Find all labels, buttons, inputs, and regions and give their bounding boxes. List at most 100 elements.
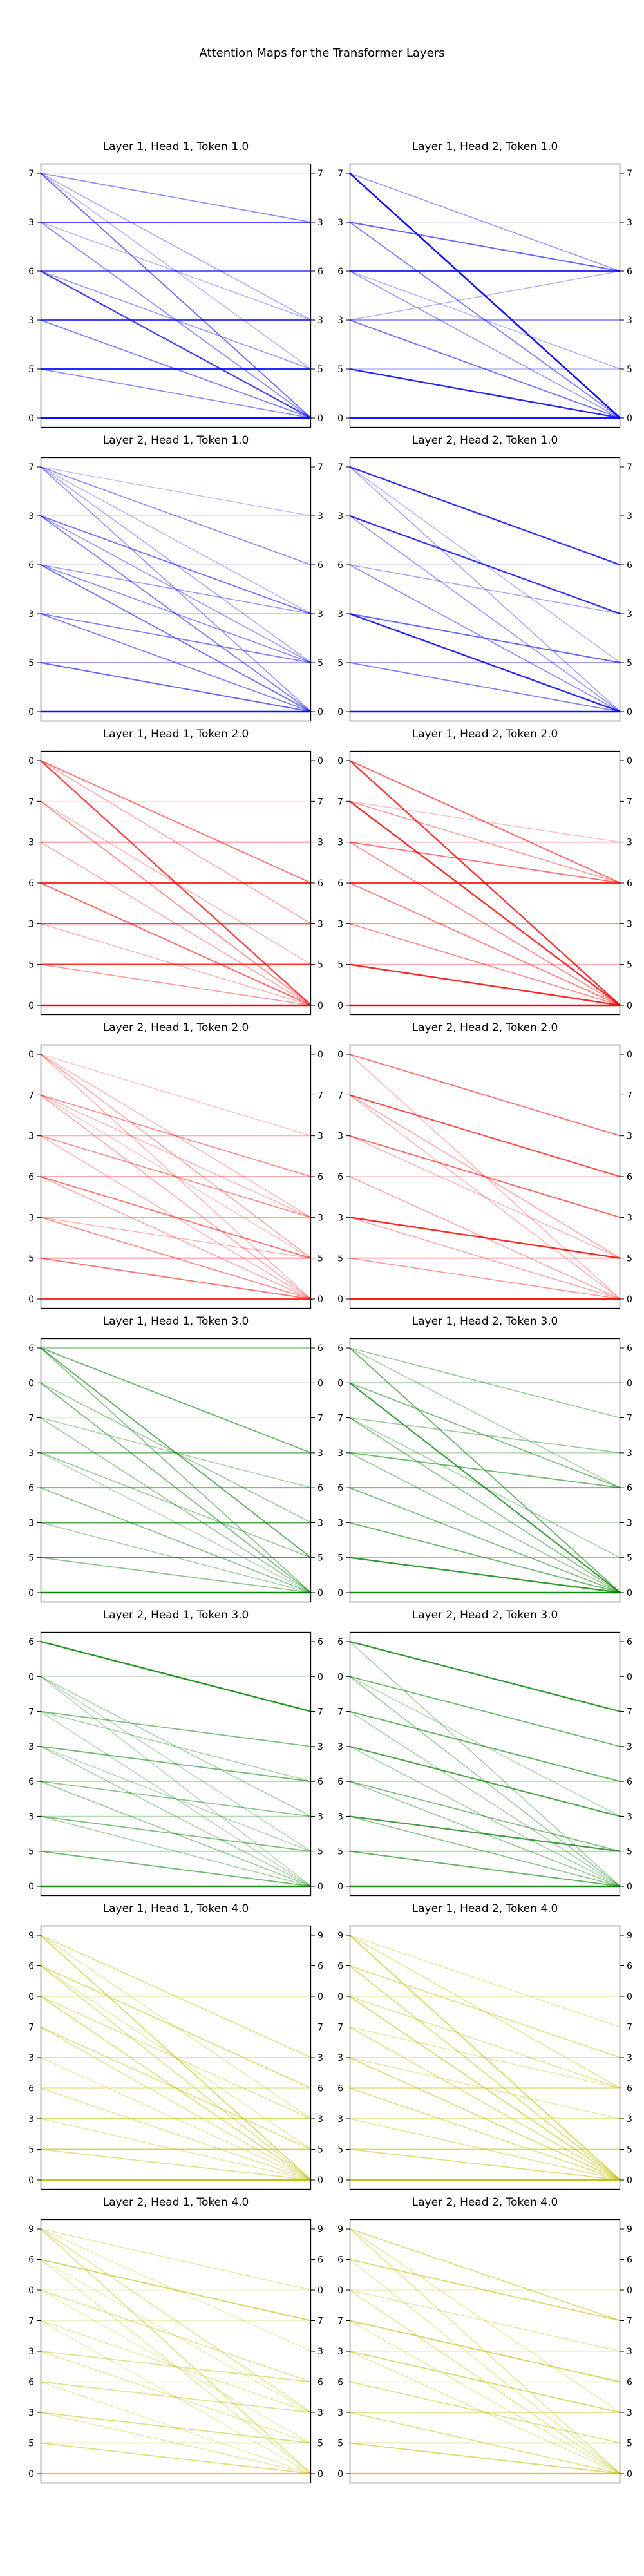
plot-frame (349, 2219, 621, 2484)
attention-edge (349, 1557, 621, 1594)
target-token-label: 6 (627, 2084, 632, 2094)
target-token-label: 7 (317, 2316, 323, 2327)
source-token-label: 3 (28, 838, 34, 848)
source-token-label: 5 (337, 960, 343, 971)
attention-edge (40, 1417, 312, 1593)
source-token-label: 7 (337, 462, 343, 473)
target-token-label: 5 (627, 1553, 632, 1564)
target-token-label: 5 (627, 960, 632, 971)
source-token-label: 0 (28, 1294, 34, 1305)
source-token-label: 3 (337, 2053, 343, 2063)
source-token-label: 6 (337, 1962, 343, 1972)
attention-edge (40, 1965, 312, 2181)
attention-edge (40, 1850, 312, 1887)
source-token-label: 3 (28, 1518, 34, 1528)
target-token-label: 7 (627, 1414, 632, 1424)
attention-edge (40, 1054, 312, 1259)
attention-panel: Layer 2, Head 1, Token 1.0 7 7 3 3 6 6 3 3 5 5 0 0 (28, 434, 323, 722)
target-token-label: 3 (317, 1213, 323, 1223)
source-token-label: 0 (28, 2175, 34, 2186)
source-token-label: 7 (337, 1090, 343, 1101)
target-token-label: 6 (627, 560, 632, 571)
attention-edge (349, 1935, 621, 2181)
attention-edge (349, 1452, 621, 1489)
attention-edge (349, 612, 621, 713)
source-token-label: 6 (28, 878, 34, 889)
target-token-label: 5 (627, 658, 632, 668)
attention-edge (40, 1347, 312, 1593)
source-token-label: 0 (337, 1588, 343, 1598)
target-token-label: 6 (317, 878, 323, 889)
source-token-label: 6 (337, 878, 343, 889)
target-token-label: 5 (317, 1553, 323, 1564)
attention-edge (349, 1815, 621, 1852)
attention-edge (40, 662, 312, 712)
attention-edge (349, 1710, 621, 1887)
attention-edge (40, 613, 312, 712)
attention-edge (40, 2289, 312, 2383)
target-token-label: 3 (627, 609, 632, 620)
attention-panel: Layer 1, Head 2, Token 2.0 0 0 7 7 3 3 6 6 3 3 5 5 0 0 (337, 728, 632, 1016)
attention-edge (349, 1996, 621, 2089)
source-token-label: 3 (28, 919, 34, 929)
attention-plot: 7 7 3 3 6 6 3 3 5 5 0 0 (337, 163, 632, 428)
target-token-label: 3 (317, 919, 323, 929)
attention-plot: 7 7 3 3 6 6 3 3 5 5 0 0 (337, 457, 632, 722)
source-token-label: 6 (28, 560, 34, 571)
source-token-label: 0 (337, 1050, 343, 1060)
plot-frame (349, 163, 621, 428)
attention-edge (40, 466, 312, 712)
source-token-label: 6 (28, 1483, 34, 1493)
source-token-label: 5 (28, 1553, 34, 1564)
source-token-label: 0 (337, 413, 343, 424)
target-token-label: 7 (317, 462, 323, 473)
source-token-label: 3 (337, 1448, 343, 1459)
attention-edge (40, 1815, 312, 1852)
source-token-label: 6 (337, 267, 343, 277)
attention-edge (349, 662, 621, 712)
source-token-label: 3 (337, 919, 343, 929)
panel-title: Layer 2, Head 1, Token 4.0 (102, 2196, 249, 2209)
target-token-label: 0 (317, 756, 323, 766)
source-token-label: 7 (337, 797, 343, 807)
attention-edge (349, 800, 621, 884)
attention-edge (349, 2259, 621, 2474)
attention-edge (40, 1557, 312, 1593)
attention-edge (349, 1935, 621, 2089)
source-token-label: 0 (28, 1588, 34, 1598)
target-token-label: 7 (317, 2023, 323, 2033)
attention-edge (40, 515, 312, 712)
source-token-label: 0 (28, 413, 34, 424)
target-token-label: 6 (627, 267, 632, 277)
attention-edge (349, 1487, 621, 1593)
attention-edge (40, 2259, 312, 2413)
target-token-label: 7 (317, 797, 323, 807)
attention-edge (349, 800, 621, 843)
plot-frame (349, 457, 621, 722)
attention-edge (349, 1676, 621, 1747)
attention-edge (40, 2351, 312, 2383)
attention-edge (349, 1641, 621, 1887)
source-token-label: 6 (337, 1777, 343, 1787)
panel-title: Layer 2, Head 2, Token 2.0 (412, 1021, 558, 1034)
target-token-label: 3 (627, 1213, 632, 1223)
attention-edge (40, 1676, 312, 1887)
attention-edge (349, 173, 621, 272)
source-token-label: 0 (337, 1378, 343, 1388)
attention-edge (349, 1135, 621, 1218)
target-token-label: 0 (627, 756, 632, 766)
attention-edge (349, 270, 621, 419)
target-token-label: 7 (627, 169, 632, 179)
attention-edge (349, 1850, 621, 1887)
attention-edge (349, 466, 621, 566)
source-token-label: 7 (337, 169, 343, 179)
source-token-label: 0 (337, 1672, 343, 1682)
source-token-label: 7 (337, 2023, 343, 2033)
attention-edge (349, 2026, 621, 2089)
source-token-label: 0 (28, 1378, 34, 1388)
attention-edge (40, 1710, 312, 1887)
source-token-label: 5 (337, 2439, 343, 2449)
source-token-label: 6 (28, 2378, 34, 2388)
attention-edge (40, 2320, 312, 2474)
attention-edge (349, 1257, 621, 1300)
